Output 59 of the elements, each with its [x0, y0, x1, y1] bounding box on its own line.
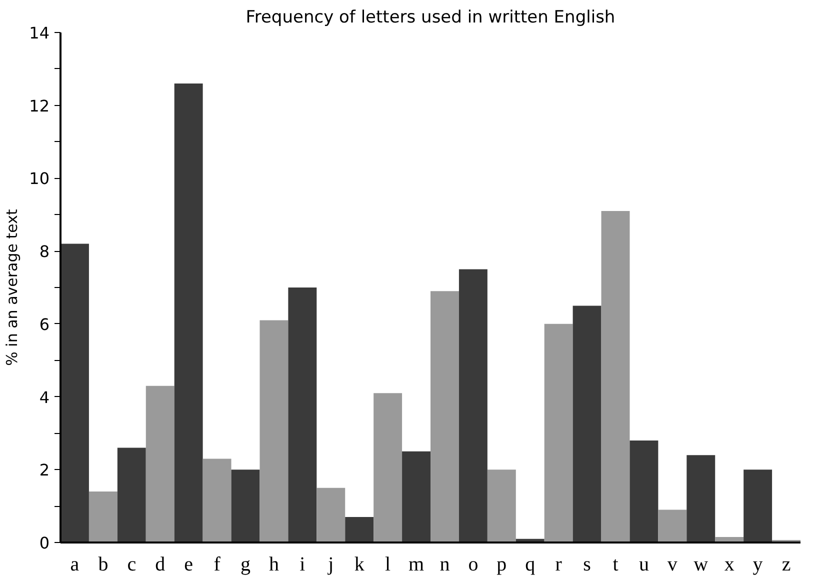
x-tick-label: t: [612, 554, 619, 576]
y-tick-label: 8: [39, 242, 50, 262]
x-tick-label: z: [782, 554, 791, 576]
x-tick-label: e: [184, 554, 194, 576]
bar: [260, 320, 288, 542]
y-tick-label: 4: [39, 388, 50, 407]
x-tick-label: a: [70, 554, 80, 576]
chart-title: Frequency of letters used in written English: [246, 8, 616, 28]
x-tick-label: d: [155, 554, 166, 576]
y-axis-title: % in an average text: [3, 209, 22, 366]
x-tick-label: m: [408, 554, 424, 576]
bar: [744, 470, 772, 542]
bar: [430, 291, 459, 542]
bar: [316, 488, 346, 542]
x-tick-label: y: [752, 554, 763, 576]
y-tick-label: 2: [39, 460, 50, 480]
y-tick-label: 10: [29, 169, 50, 188]
x-tick-label: i: [300, 554, 306, 576]
bar: [117, 448, 146, 542]
x-tick-label: q: [525, 554, 536, 576]
bar: [544, 324, 573, 542]
x-tick-label: f: [214, 554, 221, 576]
x-tick-label: h: [268, 554, 279, 576]
bar: [487, 470, 516, 542]
y-tick-label: 0: [39, 534, 50, 552]
x-tick-label: c: [127, 554, 136, 576]
y-tick-label: 12: [29, 96, 50, 116]
bar: [686, 455, 716, 542]
bar: [601, 211, 630, 542]
x-tick-label: x: [724, 554, 734, 576]
y-tick-label: 14: [29, 24, 50, 42]
x-tick-label: b: [98, 554, 108, 576]
bar: [202, 458, 232, 542]
bar: [146, 386, 174, 542]
bar: [231, 470, 260, 542]
x-tick-label: k: [354, 554, 364, 576]
bar: [60, 244, 89, 542]
bar: [572, 306, 602, 542]
bar: [88, 492, 118, 542]
bar: [458, 269, 488, 542]
bar: [658, 510, 687, 542]
bar: [402, 451, 430, 542]
x-tick-label: v: [667, 554, 678, 576]
bar: [630, 440, 658, 542]
x-tick-label: g: [240, 554, 250, 576]
x-tick-label: n: [440, 554, 450, 576]
y-tick-label: 6: [39, 314, 50, 334]
x-tick-label: o: [468, 554, 478, 576]
x-tick-label: s: [583, 554, 592, 576]
x-tick-label: j: [327, 554, 334, 576]
bar: [345, 517, 374, 542]
bar: [288, 288, 317, 542]
x-tick-label: l: [385, 554, 392, 576]
bar: [174, 84, 203, 542]
bar: [374, 393, 402, 542]
x-tick-label: w: [694, 554, 709, 576]
x-tick-label: p: [496, 554, 507, 576]
x-tick-label: r: [555, 554, 562, 576]
x-tick-label: u: [638, 554, 649, 576]
